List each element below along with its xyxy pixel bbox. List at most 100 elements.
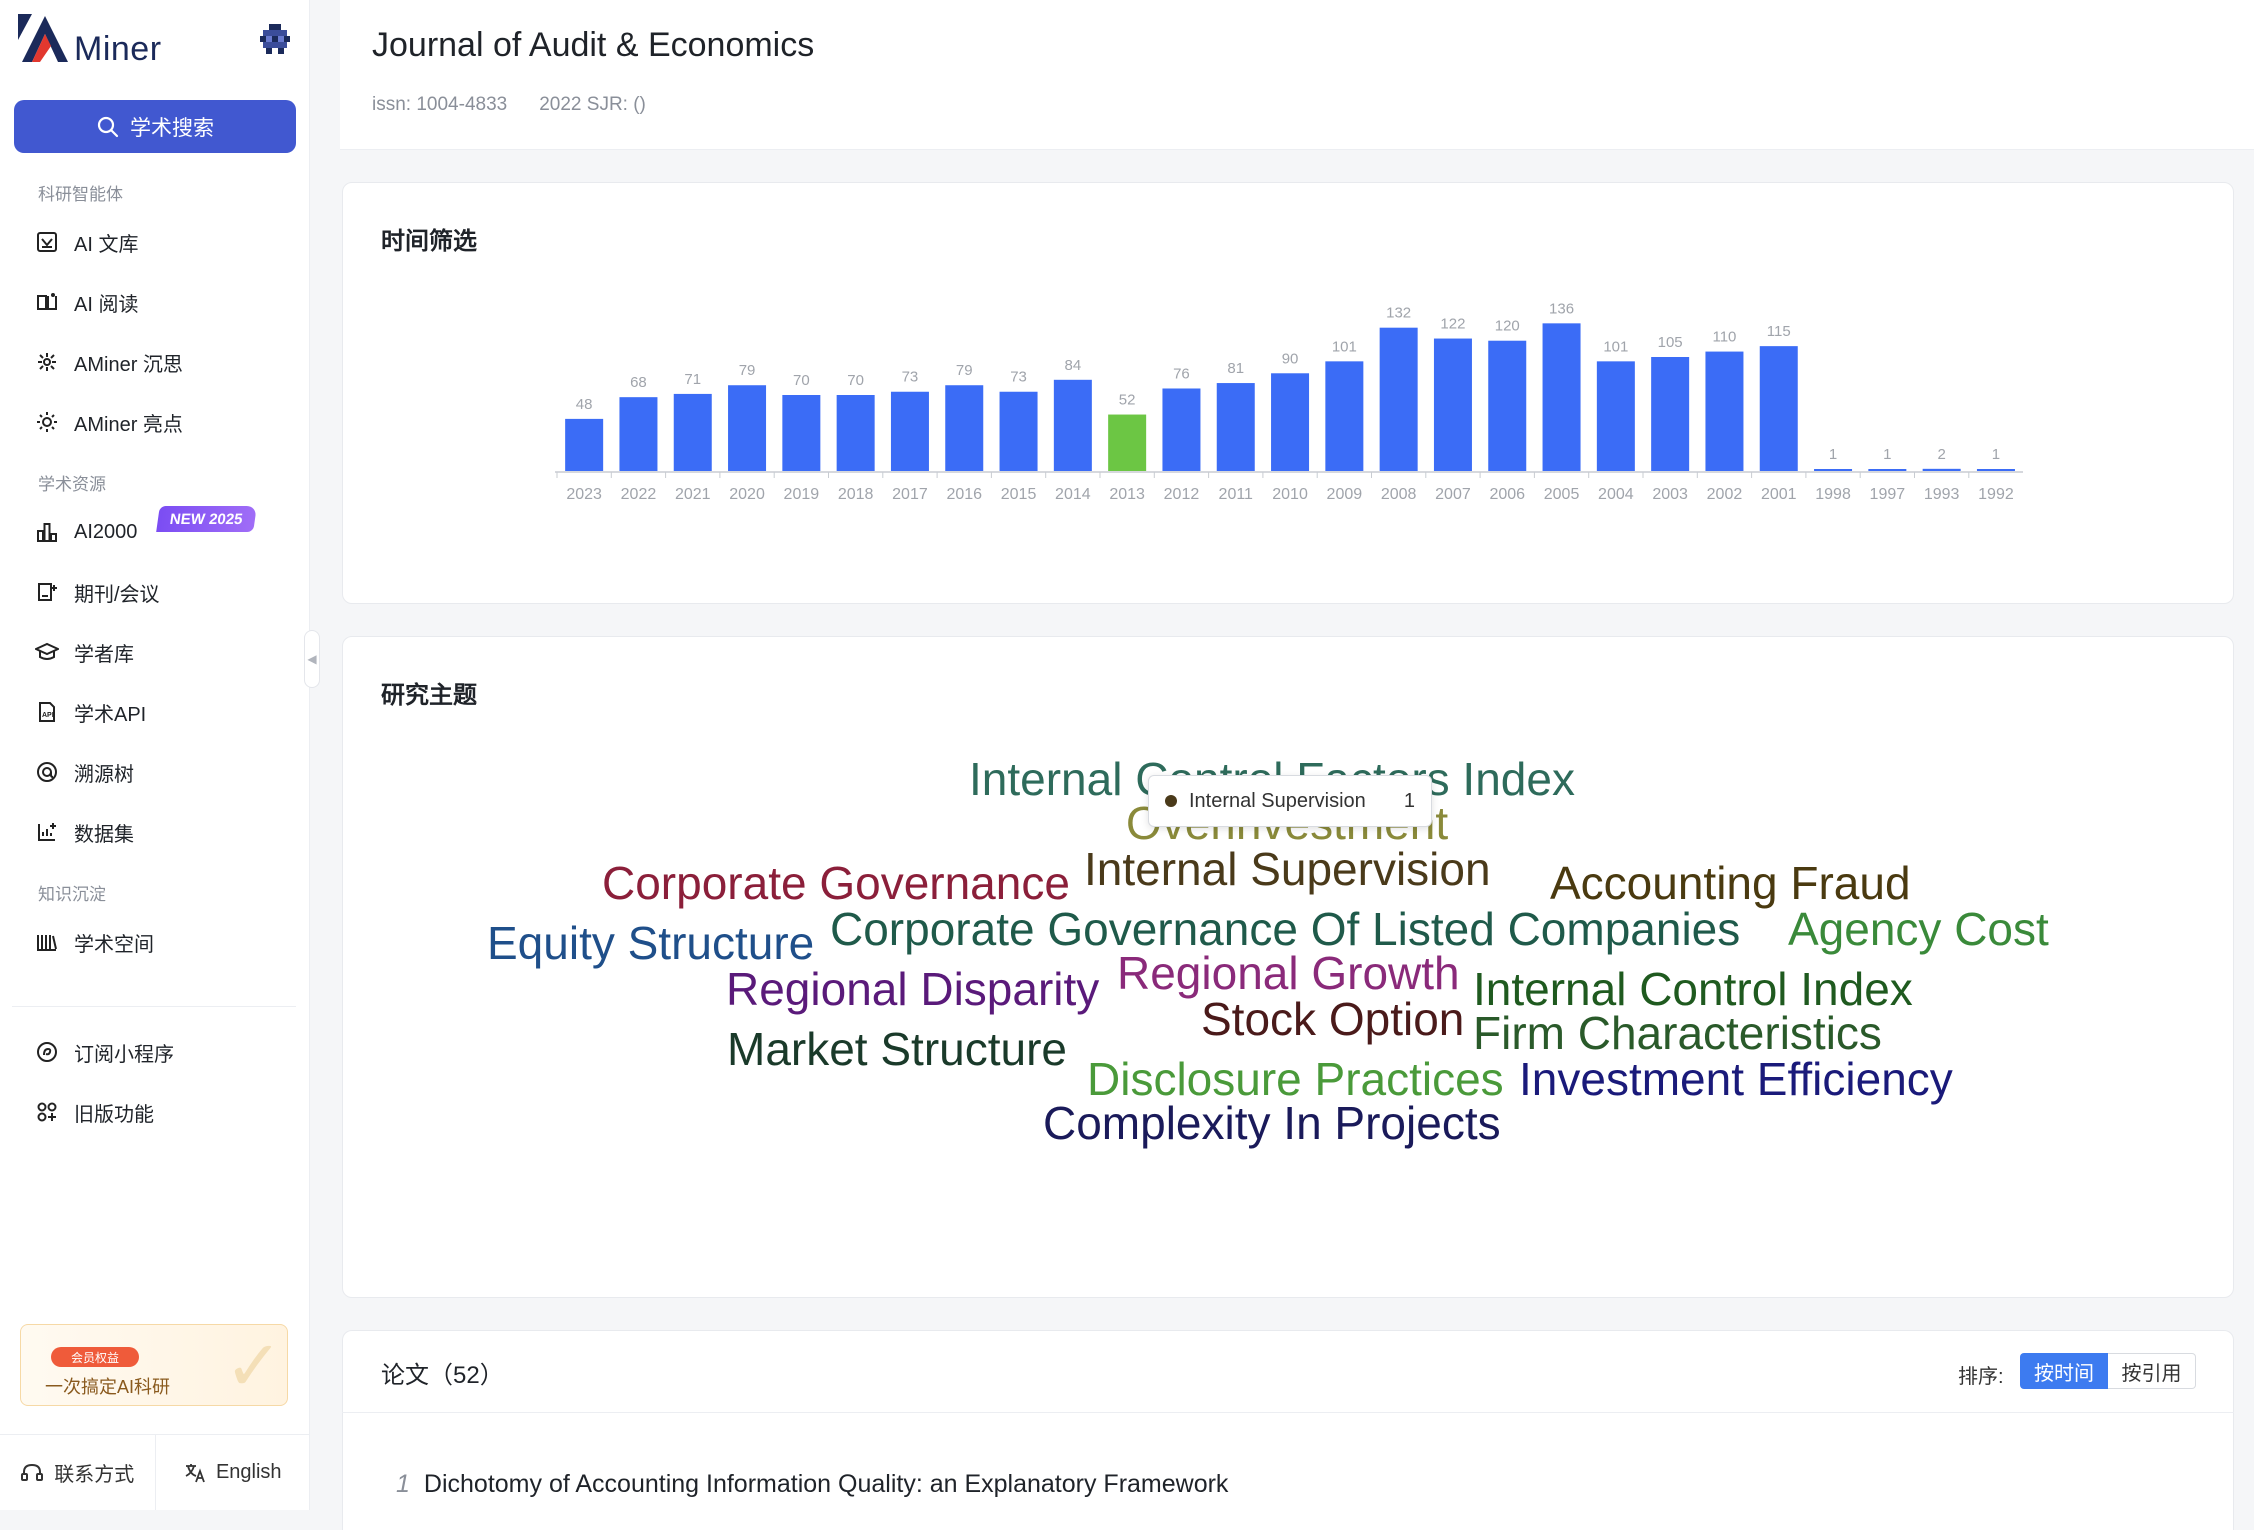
bar-value-label: 81 (1227, 360, 1244, 377)
year-bar[interactable] (565, 418, 604, 471)
topic-word[interactable]: Agency Cost (1788, 903, 2049, 955)
sidebar-item-legacy[interactable]: 旧版功能 (34, 1092, 154, 1132)
year-bar[interactable] (1596, 361, 1635, 471)
topic-word[interactable]: Firm Characteristics (1473, 1007, 1882, 1059)
sidebar-item-label: 数据集 (74, 823, 134, 846)
sidebar-item-academic-space[interactable]: 学术空间 (34, 922, 154, 962)
year-bar[interactable] (1053, 379, 1092, 471)
membership-tag: 会员权益 (51, 1347, 140, 1367)
sort-by-citation-button[interactable]: 按引用 (2108, 1353, 2196, 1389)
bar-value-label: 76 (1173, 365, 1190, 382)
year-bar[interactable] (1325, 361, 1364, 471)
topic-word[interactable]: Accounting Fraud (1550, 857, 1911, 909)
year-bar[interactable] (619, 397, 658, 471)
sidebar-item-label: AI2000 (74, 520, 138, 543)
topic-word[interactable]: Corporate Governance Of Listed Companies (830, 903, 1741, 955)
year-bar[interactable] (890, 391, 929, 471)
sidebar-item-journals[interactable]: 期刊/会议 (34, 572, 160, 612)
sidebar-item-api[interactable]: API 学术API (34, 692, 146, 732)
sidebar-divider (12, 1006, 296, 1007)
year-bar[interactable] (1488, 340, 1527, 471)
paper-list-item[interactable]: 1 Dichotomy of Accounting Information Qu… (396, 1470, 1228, 1499)
year-bar[interactable] (1759, 346, 1798, 471)
topic-word[interactable]: Regional Disparity (726, 963, 1100, 1015)
sort-by-time-button[interactable]: 按时间 (2020, 1353, 2108, 1389)
sidebar-item-subscribe-miniprogram[interactable]: 订阅小程序 (34, 1032, 174, 1072)
sidebar-item-trace-tree[interactable]: 溯源树 (34, 752, 134, 792)
sidebar-item-label: AI 阅读 (74, 293, 139, 316)
year-bar[interactable] (1433, 338, 1472, 471)
user-avatar[interactable] (256, 20, 294, 58)
research-topics-card: 研究主题 (342, 636, 2234, 1298)
bar-value-label: 71 (684, 371, 701, 388)
sidebar-item-label: AMiner 沉思 (74, 353, 183, 376)
year-bar[interactable] (1162, 388, 1201, 471)
year-bar[interactable] (836, 395, 875, 471)
sidebar-item-deep-think[interactable]: AMiner 沉思 (34, 342, 183, 382)
section-label-agents: 科研智能体 (38, 185, 123, 204)
research-topics-title: 研究主题 (381, 682, 477, 709)
contact-button[interactable]: 联系方式 (0, 1435, 156, 1510)
bar-value-label: 73 (1010, 369, 1027, 386)
topic-word[interactable]: Equity Structure (487, 917, 815, 969)
year-tick-label: 2011 (1219, 486, 1254, 503)
year-tick-label: 2010 (1272, 486, 1308, 503)
topic-word[interactable]: Internal Control Index (1473, 963, 1913, 1015)
topic-word[interactable]: Complexity In Projects (1043, 1097, 1501, 1149)
year-bar[interactable] (945, 385, 984, 471)
sidebar-item-ai-reading[interactable]: AI 阅读 (34, 282, 138, 322)
topic-word[interactable]: Investment Efficiency (1519, 1053, 1953, 1105)
topic-word[interactable]: Market Structure (727, 1023, 1067, 1075)
year-bar[interactable] (1379, 327, 1418, 471)
year-bar[interactable] (673, 393, 712, 471)
year-tick-label: 2022 (621, 486, 657, 503)
sidebar-item-label: 期刊/会议 (74, 583, 160, 606)
year-tick-label: 2020 (729, 486, 765, 503)
topic-word[interactable]: Regional Growth (1117, 947, 1460, 999)
contact-label: 联系方式 (54, 1464, 135, 1486)
year-bar[interactable] (999, 391, 1038, 471)
sidebar-item-ai-library[interactable]: AI 文库 (34, 222, 138, 262)
journal-icon (34, 579, 60, 605)
sidebar-item-datasets[interactable]: 数据集 (34, 812, 134, 852)
academic-search-button[interactable]: 学术搜索 (14, 100, 296, 153)
year-tick-label: 1998 (1815, 486, 1851, 503)
year-bar[interactable] (728, 385, 767, 471)
journal-title: Journal of Audit & Economics (372, 26, 815, 64)
year-bar[interactable] (1868, 469, 1907, 471)
topic-word[interactable]: Stock Option (1201, 993, 1465, 1045)
language-switch[interactable]: English (156, 1435, 311, 1510)
year-bar[interactable] (1216, 383, 1255, 471)
year-bar[interactable] (1976, 469, 2015, 471)
sidebar-collapse-handle[interactable]: ◀ (304, 630, 320, 688)
year-tick-label: 2006 (1489, 486, 1525, 503)
year-bar[interactable] (1651, 357, 1690, 471)
translate-icon (185, 1463, 205, 1482)
topic-word[interactable]: Disclosure Practices (1087, 1053, 1504, 1105)
topic-word[interactable]: Corporate Governance (602, 857, 1070, 909)
year-bar[interactable] (1108, 414, 1147, 471)
year-bar[interactable] (1705, 351, 1744, 471)
year-tick-label: 2017 (892, 486, 928, 503)
papers-divider (342, 1412, 2234, 1413)
sidebar-item-highlights[interactable]: AMiner 亮点 (34, 402, 183, 442)
membership-promo-banner[interactable]: 会员权益 一次搞定AI科研 ✓ (20, 1324, 288, 1406)
year-bar[interactable] (1271, 373, 1310, 471)
year-tick-label: 2013 (1109, 486, 1145, 503)
topic-word[interactable]: Internal Supervision (1084, 843, 1491, 895)
year-bar[interactable] (1542, 323, 1581, 471)
year-tick-label: 2002 (1707, 486, 1743, 503)
language-label: English (215, 1461, 282, 1483)
bar-value-label: 90 (1282, 350, 1299, 367)
sidebar-item-scholars[interactable]: 学者库 (34, 632, 134, 672)
year-bar[interactable] (1922, 468, 1961, 471)
bar-value-label: 122 (1440, 316, 1465, 333)
sidebar-item-ai2000[interactable]: AI2000 (34, 512, 137, 552)
year-bar[interactable] (1814, 469, 1853, 471)
year-bar[interactable] (782, 395, 821, 471)
paper-title[interactable]: Dichotomy of Accounting Information Qual… (423, 1470, 1229, 1498)
year-tick-label: 2001 (1761, 486, 1797, 503)
bar-value-label: 79 (956, 362, 973, 379)
bar-value-label: 48 (576, 396, 593, 413)
aminer-logo[interactable]: Miner (18, 14, 162, 66)
